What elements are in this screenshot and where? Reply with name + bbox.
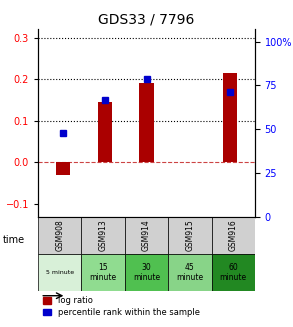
Text: 30
minute: 30 minute [133, 263, 160, 282]
Text: GSM916: GSM916 [229, 219, 238, 251]
Text: time: time [3, 235, 25, 245]
Bar [139, 83, 154, 163]
FancyBboxPatch shape [168, 216, 212, 254]
FancyBboxPatch shape [125, 216, 168, 254]
FancyBboxPatch shape [38, 216, 81, 254]
FancyBboxPatch shape [168, 254, 212, 291]
Text: GSM914: GSM914 [142, 219, 151, 251]
FancyBboxPatch shape [81, 216, 125, 254]
Title: GDS33 / 7796: GDS33 / 7796 [98, 13, 195, 27]
Text: GSM913: GSM913 [99, 219, 108, 251]
Text: 45
minute: 45 minute [176, 263, 203, 282]
Text: 5 minute: 5 minute [46, 270, 74, 275]
FancyBboxPatch shape [38, 254, 81, 291]
FancyBboxPatch shape [212, 216, 255, 254]
Bar [56, 163, 70, 175]
Bar [98, 102, 112, 163]
FancyBboxPatch shape [81, 254, 125, 291]
Legend: log ratio, percentile rank within the sample: log ratio, percentile rank within the sa… [42, 296, 201, 318]
Text: GSM908: GSM908 [55, 219, 64, 251]
FancyBboxPatch shape [212, 254, 255, 291]
Text: 60
minute: 60 minute [220, 263, 247, 282]
FancyBboxPatch shape [125, 254, 168, 291]
Text: 15
minute: 15 minute [90, 263, 117, 282]
Bar [223, 73, 237, 163]
Text: GSM915: GSM915 [185, 219, 194, 251]
